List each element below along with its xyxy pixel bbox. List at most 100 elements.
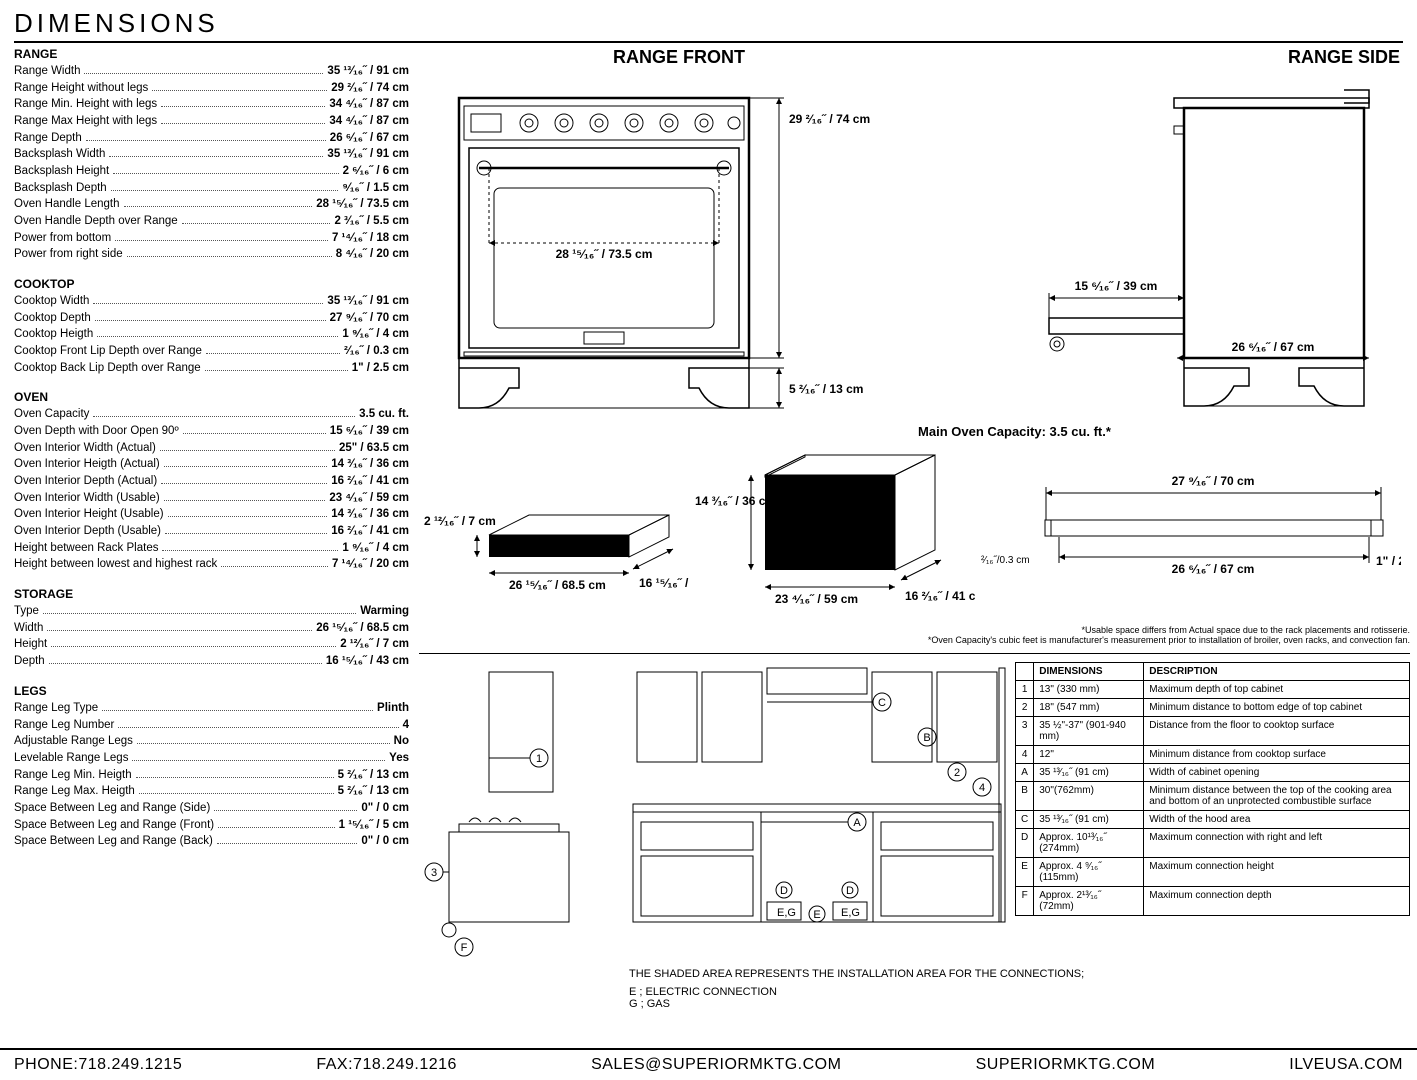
note-1: *Usable space differs from Actual space … bbox=[419, 625, 1410, 635]
section-heading: STORAGE bbox=[14, 587, 409, 601]
spec-row: Height2 ¹²⁄₁₆˝ / 7 cm bbox=[14, 636, 409, 653]
spec-column: RANGERange Width35 ¹³⁄₁₆˝ / 91 cmRange H… bbox=[14, 47, 409, 1010]
spec-row: Height between Rack Plates1 ⁹⁄₁₆˝ / 4 cm bbox=[14, 540, 409, 557]
svg-text:26 ⁶⁄₁₆˝ / 67 cm: 26 ⁶⁄₁₆˝ / 67 cm bbox=[1172, 562, 1255, 576]
spec-row: TypeWarming bbox=[14, 603, 409, 620]
footer-site1: SUPERIORMKTG.COM bbox=[976, 1056, 1156, 1074]
svg-text:A: A bbox=[853, 817, 861, 829]
svg-text:15 ⁶⁄₁₆˝ / 39 cm: 15 ⁶⁄₁₆˝ / 39 cm bbox=[1075, 279, 1158, 293]
footer-phone: PHONE:718.249.1215 bbox=[14, 1056, 182, 1074]
spec-row: Levelable Range LegsYes bbox=[14, 750, 409, 767]
spec-row: Height between lowest and highest rack7 … bbox=[14, 556, 409, 573]
install-front-diagram: C B 2 4 A bbox=[627, 662, 1007, 962]
svg-text:B: B bbox=[923, 732, 930, 744]
svg-text:²⁄₁₆˝/0.3 cm: ²⁄₁₆˝/0.3 cm bbox=[981, 554, 1030, 566]
section-heading: LEGS bbox=[14, 684, 409, 698]
svg-text:E: E bbox=[813, 909, 820, 921]
table-row: A35 ¹³⁄₁₆˝ (91 cm)Width of cabinet openi… bbox=[1016, 764, 1410, 782]
svg-text:14 ³⁄₁₆˝ / 36 cm: 14 ³⁄₁₆˝ / 36 cm bbox=[695, 494, 776, 508]
svg-text:1: 1 bbox=[536, 753, 542, 765]
page-title: DIMENSIONS bbox=[14, 8, 1403, 43]
table-row: 335 ½"-37" (901-940 mm)Distance from the… bbox=[1016, 717, 1410, 746]
svg-text:2 ¹²⁄₁₆˝ / 7 cm: 2 ¹²⁄₁₆˝ / 7 cm bbox=[424, 514, 496, 528]
svg-text:E,G: E,G bbox=[777, 907, 796, 919]
install-table: DIMENSIONS DESCRIPTION 113" (330 mm)Maxi… bbox=[1015, 662, 1410, 916]
svg-text:27 ⁹⁄₁₆˝ / 70 cm: 27 ⁹⁄₁₆˝ / 70 cm bbox=[1172, 474, 1255, 488]
svg-text:D: D bbox=[780, 885, 788, 897]
table-row: 218" (547 mm)Minimum distance to bottom … bbox=[1016, 699, 1410, 717]
spec-row: Range Max Height with legs34 ⁴⁄₁₆˝ / 87 … bbox=[14, 113, 409, 130]
svg-text:28 ¹⁵⁄₁₆˝ / 73.5 cm: 28 ¹⁵⁄₁₆˝ / 73.5 cm bbox=[556, 247, 653, 261]
spec-row: Power from right side8 ⁴⁄₁₆˝ / 20 cm bbox=[14, 246, 409, 263]
spec-row: Range Depth26 ⁶⁄₁₆˝ / 67 cm bbox=[14, 130, 409, 147]
spec-row: Oven Handle Length28 ¹⁵⁄₁₆˝ / 73.5 cm bbox=[14, 196, 409, 213]
spec-row: Oven Interior Width (Usable)23 ⁴⁄₁₆˝ / 5… bbox=[14, 490, 409, 507]
spec-row: Cooktop Front Lip Depth over Range²⁄₁₆˝ … bbox=[14, 343, 409, 360]
range-front-title: RANGE FRONT bbox=[419, 47, 939, 68]
install-caption-3: G ; GAS bbox=[629, 998, 1410, 1010]
footer: PHONE:718.249.1215 FAX:718.249.1216 SALE… bbox=[0, 1048, 1417, 1074]
range-side-title: RANGE SIDE bbox=[949, 47, 1410, 68]
svg-text:23 ⁴⁄₁₆˝ / 59 cm: 23 ⁴⁄₁₆˝ / 59 cm bbox=[775, 592, 858, 606]
table-row: EApprox. 4 ⁹⁄₁₆˝ (115mm)Maximum connecti… bbox=[1016, 858, 1410, 887]
svg-text:E,G: E,G bbox=[841, 907, 860, 919]
table-row: C35 ¹³⁄₁₆˝ (91 cm)Width of the hood area bbox=[1016, 811, 1410, 829]
diagram-area: RANGE FRONT bbox=[419, 47, 1410, 1010]
spec-row: Backsplash Height2 ⁶⁄₁₆˝ / 6 cm bbox=[14, 163, 409, 180]
section-heading: RANGE bbox=[14, 47, 409, 61]
cavity-diagram: 14 ³⁄₁₆˝ / 36 cm 23 ⁴⁄₁₆˝ / 59 cm 16 ²⁄₁… bbox=[695, 445, 975, 625]
footer-email: SALES@SUPERIORMKTG.COM bbox=[591, 1056, 841, 1074]
spec-row: Width26 ¹⁵⁄₁₆˝ / 68.5 cm bbox=[14, 620, 409, 637]
spec-row: Range Leg TypePlinth bbox=[14, 700, 409, 717]
table-row: B30"(762mm)Minimum distance between the … bbox=[1016, 782, 1410, 811]
footer-site2: ILVEUSA.COM bbox=[1289, 1056, 1403, 1074]
footer-fax: FAX:718.249.1216 bbox=[316, 1056, 457, 1074]
drawer-diagram: 2 ¹²⁄₁₆˝ / 7 cm 26 ¹⁵⁄₁₆˝ / 68.5 cm 16 ¹… bbox=[419, 465, 689, 625]
spec-row: Range Width35 ¹³⁄₁₆˝ / 91 cm bbox=[14, 63, 409, 80]
install-caption-2: E ; ELECTRIC CONNECTION bbox=[629, 986, 1410, 998]
svg-text:4: 4 bbox=[979, 782, 985, 794]
svg-text:16 ²⁄₁₆˝ / 41 cm: 16 ²⁄₁₆˝ / 41 cm bbox=[905, 589, 975, 603]
svg-text:2: 2 bbox=[954, 767, 960, 779]
range-front-diagram: 28 ¹⁵⁄₁₆˝ / 73.5 cm bbox=[419, 68, 939, 428]
table-row: 412"Minimum distance from cooktop surfac… bbox=[1016, 746, 1410, 764]
spec-row: Backsplash Depth⁹⁄₁₆˝ / 1.5 cm bbox=[14, 180, 409, 197]
section-heading: OVEN bbox=[14, 390, 409, 404]
spec-row: Oven Interior Heigth (Actual)14 ³⁄₁₆˝ / … bbox=[14, 456, 409, 473]
range-side-diagram: 15 ⁶⁄₁₆˝ / 39 cm 26 ⁶⁄₁₆˝ / 67 cm bbox=[949, 68, 1389, 428]
svg-text:26 ⁶⁄₁₆˝ / 67 cm: 26 ⁶⁄₁₆˝ / 67 cm bbox=[1232, 340, 1315, 354]
svg-text:C: C bbox=[878, 697, 886, 709]
spec-row: Oven Handle Depth over Range2 ³⁄₁₆˝ / 5.… bbox=[14, 213, 409, 230]
svg-text:1" / 2.5 cm: 1" / 2.5 cm bbox=[1376, 554, 1401, 568]
spec-row: Cooktop Heigth1 ⁹⁄₁₆˝ / 4 cm bbox=[14, 326, 409, 343]
note-2: *Oven Capacity's cubic feet is manufactu… bbox=[419, 635, 1410, 645]
table-row: DApprox. 10¹³⁄₁₆˝ (274mm)Maximum connect… bbox=[1016, 829, 1410, 858]
spec-row: Range Leg Min. Heigth5 ²⁄₁₆˝ / 13 cm bbox=[14, 767, 409, 784]
spec-row: Oven Depth with Door Open 90º15 ⁶⁄₁₆˝ / … bbox=[14, 423, 409, 440]
spec-row: Space Between Leg and Range (Back)0" / 0… bbox=[14, 833, 409, 850]
svg-text:3: 3 bbox=[431, 867, 437, 879]
table-row: FApprox. 2¹³⁄₁₆˝ (72mm)Maximum connectio… bbox=[1016, 887, 1410, 916]
cooktop-diagram: 27 ⁹⁄₁₆˝ / 70 cm 26 ⁶⁄₁₆˝ / 67 cm ²⁄₁₆˝/… bbox=[981, 465, 1401, 625]
spec-row: Adjustable Range LegsNo bbox=[14, 733, 409, 750]
svg-text:5 ²⁄₁₆˝ / 13 cm: 5 ²⁄₁₆˝ / 13 cm bbox=[789, 382, 863, 396]
spec-row: Cooktop Depth27 ⁹⁄₁₆˝ / 70 cm bbox=[14, 310, 409, 327]
svg-text:29 ²⁄₁₆˝ / 74 cm: 29 ²⁄₁₆˝ / 74 cm bbox=[789, 112, 870, 126]
spec-row: Depth16 ¹⁵⁄₁₆˝ / 43 cm bbox=[14, 653, 409, 670]
spec-row: Cooktop Back Lip Depth over Range1" / 2.… bbox=[14, 360, 409, 377]
spec-row: Oven Interior Width (Actual)25" / 63.5 c… bbox=[14, 440, 409, 457]
spec-row: Range Leg Number4 bbox=[14, 717, 409, 734]
spec-row: Oven Interior Height (Usable)14 ³⁄₁₆˝ / … bbox=[14, 506, 409, 523]
svg-text:26 ¹⁵⁄₁₆˝ / 68.5 cm: 26 ¹⁵⁄₁₆˝ / 68.5 cm bbox=[509, 578, 606, 592]
svg-text:D: D bbox=[846, 885, 854, 897]
svg-text:F: F bbox=[461, 942, 468, 954]
spec-row: Power from bottom7 ¹⁴⁄₁₆˝ / 18 cm bbox=[14, 230, 409, 247]
svg-text:16 ¹⁵⁄₁₆˝ / 43 cm: 16 ¹⁵⁄₁₆˝ / 43 cm bbox=[639, 576, 689, 590]
capacity-note: Main Oven Capacity: 3.5 cu. ft.* bbox=[918, 424, 1111, 439]
spec-row: Oven Interior Depth (Usable)16 ²⁄₁₆˝ / 4… bbox=[14, 523, 409, 540]
spec-row: Backsplash Width35 ¹³⁄₁₆˝ / 91 cm bbox=[14, 146, 409, 163]
table-row: 113" (330 mm)Maximum depth of top cabine… bbox=[1016, 681, 1410, 699]
spec-row: Range Leg Max. Heigth5 ²⁄₁₆˝ / 13 cm bbox=[14, 783, 409, 800]
install-caption-1: THE SHADED AREA REPRESENTS THE INSTALLAT… bbox=[629, 968, 1410, 980]
spec-row: Range Min. Height with legs34 ⁴⁄₁₆˝ / 87… bbox=[14, 96, 409, 113]
